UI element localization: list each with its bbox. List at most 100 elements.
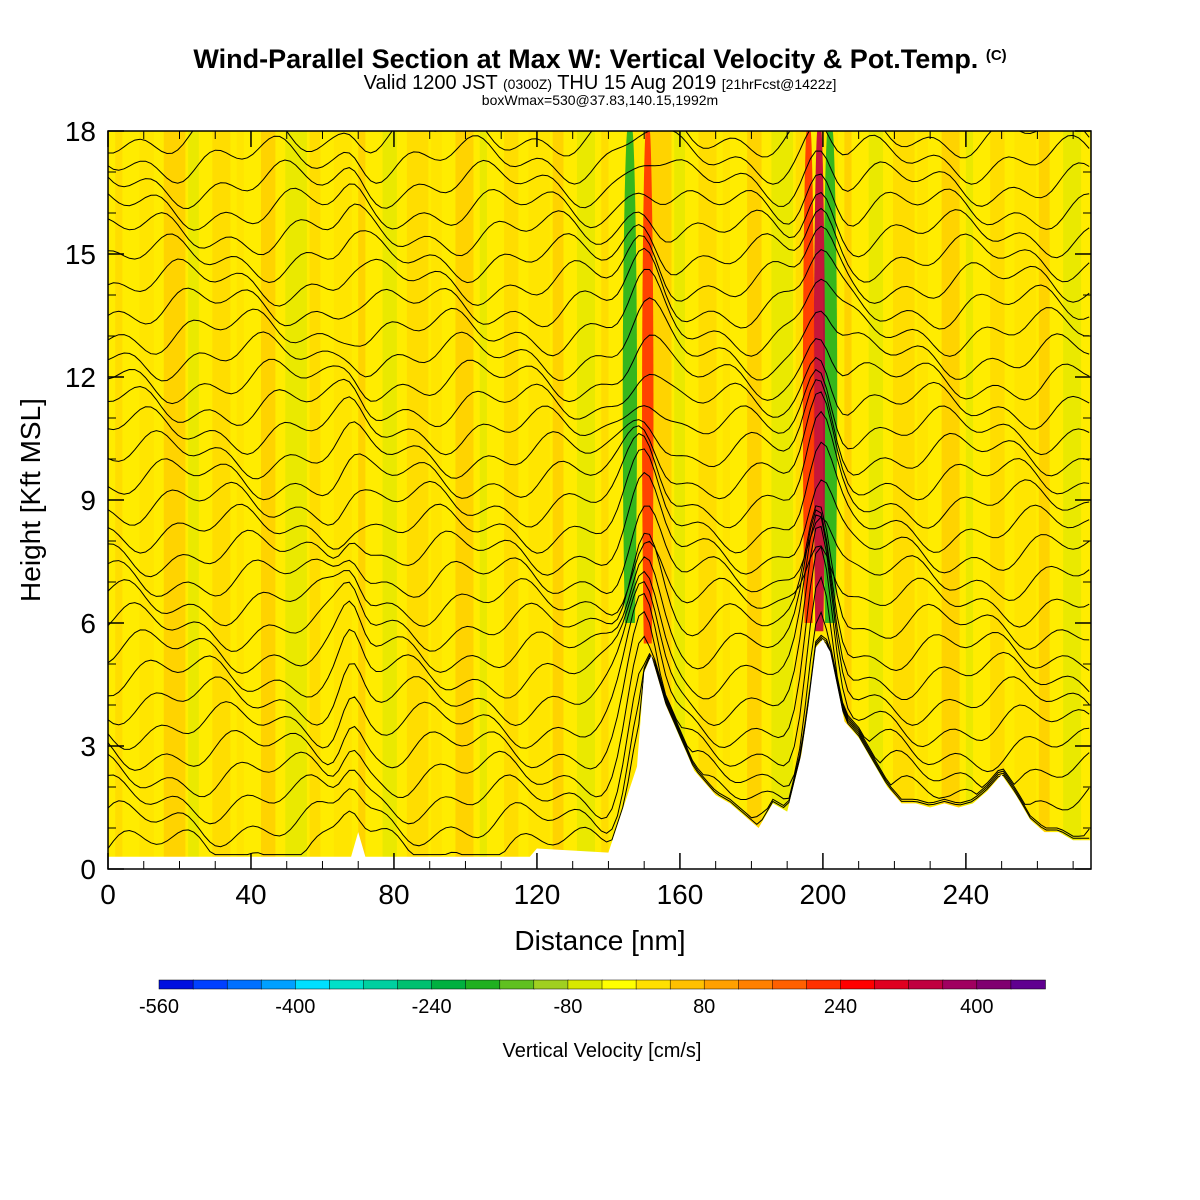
x-tick-label: 200: [800, 879, 847, 910]
updraft-core: [642, 131, 654, 644]
velocity-band: [285, 131, 307, 869]
velocity-band: [601, 131, 609, 869]
y-tick-label: 3: [80, 731, 96, 762]
isentrope-line: [108, 368, 1090, 456]
valid-prefix: Valid 1200 JST: [363, 72, 498, 94]
velocity-band: [698, 131, 717, 869]
terrain-profile: [108, 639, 1091, 869]
velocity-band: [990, 131, 1005, 869]
y-tick-label: 6: [80, 608, 96, 639]
isentrope-line: [108, 634, 1090, 825]
forecast-info: [21hrFcst@1422z]: [721, 76, 837, 92]
isentrope-line: [108, 150, 1090, 210]
velocity-band: [528, 131, 550, 869]
x-tick-label: 40: [235, 879, 266, 910]
isentrope-line: [108, 610, 1090, 799]
velocity-band: [406, 131, 429, 869]
velocity-band: [163, 131, 186, 869]
y-tick-label: 18: [65, 116, 96, 147]
velocity-band: [358, 131, 366, 869]
isentrope-line: [108, 247, 1090, 330]
colorbar-swatch: [942, 979, 978, 990]
velocity-band: [139, 131, 154, 869]
potential-temperature-contours: [108, 131, 1090, 856]
colorbar-swatch: [226, 979, 263, 990]
colorbar-swatch: [363, 979, 399, 990]
terrain-mask: [108, 639, 1091, 869]
colorbar-swatch: [192, 979, 228, 990]
x-tick-label: 0: [100, 879, 116, 910]
velocity-band: [892, 131, 915, 869]
colorbar-swatch: [1010, 979, 1046, 990]
velocity-band: [965, 131, 974, 869]
isentrope-line: [108, 509, 1090, 674]
isentrope-line: [108, 505, 1090, 601]
velocity-band: [795, 131, 807, 869]
y-axis: 0 3 6 9 12 15 18: [65, 116, 1091, 885]
colorbar-swatch: [703, 979, 740, 990]
valid-time-line: Valid 1200 JST (0300Z) THU 15 Aug 2019 […: [0, 72, 1200, 95]
downdraft-core: [822, 131, 838, 623]
colorbar-swatch: [295, 979, 331, 990]
velocity-band: [1038, 131, 1050, 869]
colorbar-tick-label: 400: [960, 996, 993, 1018]
colorbar-swatch: [329, 979, 365, 990]
isentrope-line: [108, 356, 1090, 430]
isentrope-line: [108, 514, 1090, 700]
colorbar: -560 -400 -240 -80 80 240 400: [139, 979, 1046, 1018]
isentrope-line: [108, 191, 1090, 259]
colorbar-swatch: [908, 979, 944, 990]
updraft-core: [802, 131, 815, 623]
isentrope-line: [108, 410, 1090, 529]
colorbar-swatch: [874, 979, 910, 990]
colorbar-tick-label: -80: [553, 996, 582, 1018]
y-axis-label: Height [Kft MSL]: [15, 398, 46, 602]
colorbar-swatch: [772, 979, 808, 990]
y-tick-label: 15: [65, 239, 96, 270]
isentrope-line: [108, 173, 1090, 231]
valid-date: THU 15 Aug 2019: [557, 72, 717, 94]
isentrope-line: [108, 636, 1090, 848]
colorbar-swatch: [533, 979, 569, 990]
isentrope-line: [108, 545, 1090, 750]
velocity-band: [1014, 131, 1037, 869]
isentrope-line: [108, 131, 1090, 159]
isentrope-line: [108, 540, 1090, 628]
isentrope-line: [108, 131, 1090, 185]
velocity-band: [917, 131, 929, 869]
colorbar-swatch: [738, 979, 774, 990]
velocity-band: [747, 131, 762, 869]
box-wmax-info: boxWmax=530@37.83,140.15,1992m: [481, 92, 719, 108]
velocity-band: [674, 131, 686, 869]
velocity-band: [868, 131, 884, 869]
velocity-band: [431, 131, 442, 869]
colorbar-swatch: [567, 979, 603, 990]
velocity-band: [212, 131, 231, 869]
colorbar-swatch: [465, 979, 501, 990]
isentrope-line: [108, 391, 1090, 501]
velocity-band: [722, 131, 731, 869]
colorbar-swatch: [431, 979, 467, 990]
colorbar-swatch: [158, 979, 194, 990]
colorbar-tick-label: -560: [139, 996, 179, 1018]
colorbar-swatch: [260, 979, 297, 990]
y-tick-label: 9: [80, 485, 96, 516]
y-tick-label: 12: [65, 362, 96, 393]
colorbar-swatch: [397, 979, 433, 990]
velocity-band: [309, 131, 321, 869]
velocity-band: [504, 131, 519, 869]
isentrope-line: [108, 471, 1090, 578]
colorbar-swatch: [601, 979, 637, 990]
isentrope-line: [108, 207, 1090, 284]
velocity-band: [236, 131, 244, 869]
chart-title-main: Wind-Parallel Section at Max W: Vertical…: [193, 44, 979, 74]
colorbar-swatch: [669, 979, 706, 990]
velocity-band: [479, 131, 487, 869]
isentrope-line: [108, 225, 1090, 307]
isentrope-line: [108, 575, 1090, 773]
isentrope-line: [108, 638, 1090, 856]
colorbar-swatch: [806, 979, 842, 990]
isentrope-line: [108, 505, 1090, 652]
colorbar-tick-label: 240: [824, 996, 857, 1018]
